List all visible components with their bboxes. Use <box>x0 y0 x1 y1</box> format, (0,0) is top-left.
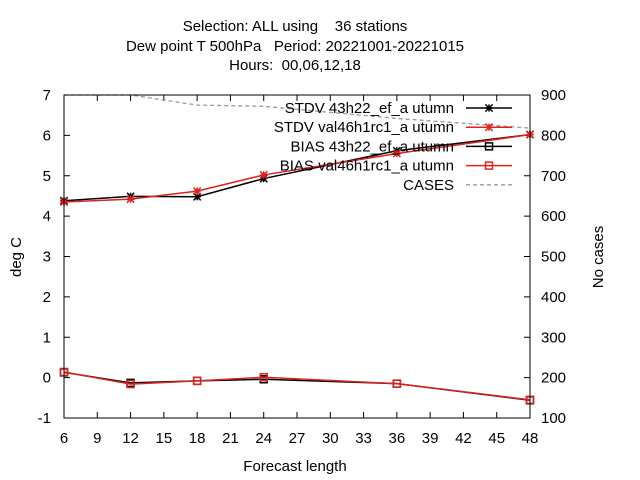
data-point <box>259 372 268 382</box>
y-tick-label: 5 <box>43 168 51 185</box>
x-tick-label: 9 <box>93 430 101 447</box>
data-point <box>392 149 401 158</box>
data-point <box>192 376 202 386</box>
legend-entry: BIAS val46h1rc1_a utumn <box>280 158 512 175</box>
legend-entry: BIAS 43h22_ef_a utumn <box>291 138 512 155</box>
legend-marker <box>484 123 494 132</box>
x-tick-label: 18 <box>189 430 206 447</box>
y-tick-label: 3 <box>43 249 51 266</box>
y2-tick-label: 500 <box>541 249 566 266</box>
series-line <box>63 371 531 401</box>
y2-tick-label: 700 <box>541 168 566 185</box>
legend-entry: STDV val46h1rc1_a utumn <box>274 119 512 136</box>
legend-label: BIAS val46h1rc1_a utumn <box>280 158 454 175</box>
data-point <box>259 170 268 180</box>
y-tick-label: -1 <box>38 410 51 427</box>
y2-tick-label: 900 <box>541 87 566 104</box>
legend-marker <box>484 142 494 151</box>
y2-tick-label: 100 <box>541 410 566 427</box>
x-tick-label: 27 <box>289 430 306 447</box>
data-point <box>392 379 402 388</box>
data-point <box>126 379 135 389</box>
x-tick-label: 39 <box>422 430 439 447</box>
legend-entry: STDV 43h22_ef_a utumn <box>285 100 512 117</box>
chart-title-line2: Dew point T 500hPa Period: 20221001-2022… <box>125 38 465 55</box>
x-tick-label: 42 <box>455 430 472 447</box>
x-tick-label: 24 <box>255 430 272 447</box>
x-axis-label: Forecast length <box>243 458 346 475</box>
y2-tick-label: 600 <box>541 208 566 225</box>
x-tick-label: 30 <box>322 430 339 447</box>
series-line <box>63 133 531 203</box>
chart-title-line1: Selection: ALL using 36 stations <box>182 18 408 35</box>
chart-title-line3: Hours: 00,06,12,18 <box>229 57 361 74</box>
legend-label: STDV 43h22_ef_a utumn <box>285 100 454 117</box>
x-tick-label: 33 <box>355 430 372 447</box>
y-tick-label: 4 <box>43 208 51 225</box>
y2-axis-label: No cases <box>590 226 607 289</box>
series-2 <box>59 368 535 405</box>
legend-marker <box>484 161 494 170</box>
y-axis-label: deg C <box>8 237 25 277</box>
x-tick-label: 15 <box>156 430 173 447</box>
x-tick-label: 36 <box>389 430 406 447</box>
legend-label: CASES <box>403 177 454 194</box>
y2-tick-label: 200 <box>541 370 566 387</box>
x-tick-label: 12 <box>122 430 139 447</box>
x-tick-label: 21 <box>222 430 239 447</box>
y-tick-label: 1 <box>43 329 51 346</box>
legend-label: STDV val46h1rc1_a utumn <box>274 119 454 136</box>
y-tick-label: 0 <box>43 370 51 387</box>
y-tick-label: 7 <box>43 87 51 104</box>
legend-label: BIAS 43h22_ef_a utumn <box>291 138 454 155</box>
plot-border <box>63 94 531 419</box>
y2-tick-label: 400 <box>541 289 566 306</box>
tick-labels: 6 9 12 15 18 21 24 27 30 33 36 39 42 45 48-10123456710… <box>38 87 566 447</box>
series-line <box>63 133 531 202</box>
x-tick-label: 45 <box>488 430 505 447</box>
legend-marker <box>484 103 494 113</box>
legend: STDV 43h22_ef_a utumn STDV val46h1rc1_a u… <box>274 100 512 194</box>
data-point <box>193 186 202 196</box>
y2-tick-label: 300 <box>541 329 566 346</box>
data-point <box>126 195 135 204</box>
y-tick-label: 2 <box>43 289 51 306</box>
y-tick-label: 6 <box>43 127 51 144</box>
x-tick-label: 6 <box>60 430 68 447</box>
x-tick-label: 48 <box>522 430 539 447</box>
legend-entry: CASES <box>403 177 512 194</box>
y2-tick-label: 800 <box>541 127 566 144</box>
